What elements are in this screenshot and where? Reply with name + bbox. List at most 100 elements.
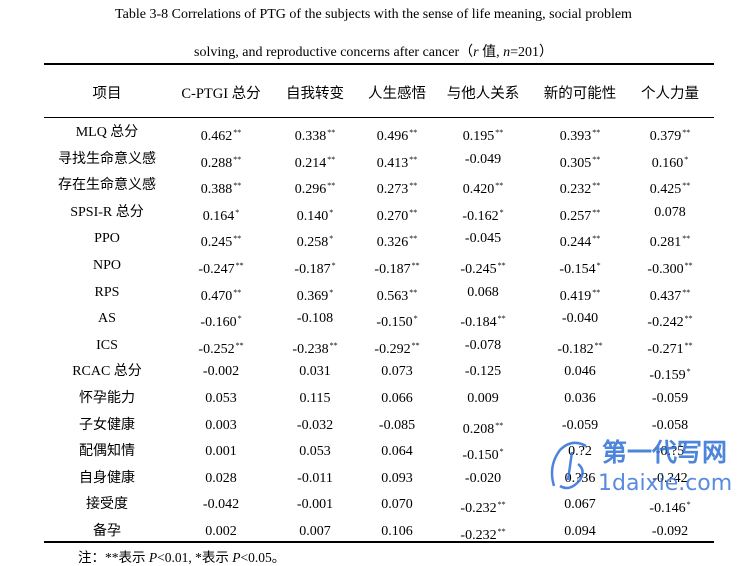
row-label: MLQ 总分 xyxy=(75,125,139,140)
table-cell: -0.032 xyxy=(297,413,333,439)
cell-value: -0.125 xyxy=(464,364,502,380)
table-cell: 0.195** xyxy=(463,120,504,150)
table-cell: 0.257** xyxy=(560,200,601,230)
significance-mark: ** xyxy=(411,261,420,270)
table-cell: 0.140* xyxy=(297,200,334,230)
cell-value: -0.232 xyxy=(460,528,497,543)
row-label: 自身健康 xyxy=(79,470,135,486)
table-cell: -0.150* xyxy=(462,439,503,469)
cell-value: 0.094 xyxy=(564,524,596,539)
cell-value: -0.159 xyxy=(649,368,686,384)
table-cell: 0.066 xyxy=(381,386,413,412)
significance-mark: ** xyxy=(592,181,601,191)
table-cell: 0.388** xyxy=(201,173,242,203)
table-cell: 0.413** xyxy=(377,147,418,177)
cell-value: 0.273 xyxy=(376,182,409,198)
column-header: 项目 xyxy=(92,86,122,102)
table-cell: 0.106 xyxy=(381,519,413,545)
significance-mark: * xyxy=(499,447,504,457)
cell-value: 0.160 xyxy=(651,155,684,171)
significance-mark: ** xyxy=(233,234,242,244)
significance-mark: ** xyxy=(682,181,691,191)
cell-value: 0.214 xyxy=(294,155,327,171)
table-cell: -0.162* xyxy=(462,200,503,230)
table-cell: -0.232** xyxy=(460,492,505,522)
table-cell: 0.470** xyxy=(201,280,242,310)
significance-mark: ** xyxy=(592,128,601,137)
significance-mark: ** xyxy=(682,287,691,297)
table-cell: 0.296** xyxy=(295,173,336,203)
significance-mark: * xyxy=(237,314,242,324)
table-row: 备孕 0.002 0.007 0.106 -0.232** 0.094 -0.092 xyxy=(0,519,747,545)
cell-value: -0.020 xyxy=(464,470,502,486)
table-cell: -0.011 xyxy=(297,466,333,492)
table-cell: -0.085 xyxy=(379,413,415,439)
significance-mark: ** xyxy=(682,234,691,244)
cell-value: -0.045 xyxy=(464,231,502,247)
cell-value: -0.085 xyxy=(378,417,416,433)
cell-value: 0.053 xyxy=(205,391,237,406)
cell-value: -0.078 xyxy=(464,337,502,353)
cell-value: 0.379 xyxy=(649,129,682,144)
table-row: 自身健康 0.028 -0.011 0.093 -0.020 0.?36 -0.?42 xyxy=(0,466,747,492)
cell-value: 0.369 xyxy=(296,288,329,304)
cell-value: -0.092 xyxy=(651,524,689,539)
cell-value: -0.247 xyxy=(198,262,235,277)
table-cell: 0.232** xyxy=(560,173,601,203)
row-label: 存在生命意义感 xyxy=(58,178,156,194)
significance-mark: ** xyxy=(233,287,242,297)
table-cell: 0.419** xyxy=(560,280,601,310)
table-cell: 0.305** xyxy=(560,147,601,177)
table-cell: 0.094 xyxy=(564,519,596,545)
cell-value: 0.245 xyxy=(200,235,233,251)
table-cell: -0.125 xyxy=(465,359,501,385)
cell-value: -0.146 xyxy=(649,501,686,517)
table-cell: 0.070 xyxy=(381,492,413,518)
table-cell: 0.001 xyxy=(205,439,237,465)
significance-mark: ** xyxy=(327,181,336,191)
significance-mark: ** xyxy=(233,181,242,191)
significance-mark: ** xyxy=(409,207,418,217)
row-label: NPO xyxy=(92,258,122,273)
cell-value: 0.462 xyxy=(200,129,233,144)
cell-value: 0.070 xyxy=(381,497,413,513)
table-cell: -0.292** xyxy=(374,333,419,363)
significance-mark: ** xyxy=(684,340,693,350)
table-row: AS -0.160* -0.108 -0.150* -0.184** -0.040 -0.2… xyxy=(0,306,747,332)
cell-value: 0.195 xyxy=(462,129,495,144)
table-cell: 0.462** xyxy=(201,120,242,150)
significance-mark: ** xyxy=(684,261,693,270)
cell-value: 0.036 xyxy=(564,391,596,406)
table-cell: 0.078 xyxy=(654,200,686,226)
table-cell: -0.108 xyxy=(297,306,333,332)
table-cell: -0.154* xyxy=(559,253,600,283)
table-cell: -0.045 xyxy=(465,226,501,252)
cell-value: 0.093 xyxy=(381,470,413,486)
significance-mark: ** xyxy=(327,154,336,164)
table-cell: 0.496** xyxy=(377,120,418,150)
cell-value: -0.002 xyxy=(202,364,240,380)
significance-mark: * xyxy=(686,367,691,377)
table-cell: 0.326** xyxy=(377,226,418,256)
cell-value: 0.031 xyxy=(299,364,331,380)
significance-mark: ** xyxy=(497,500,506,510)
table-top-rule xyxy=(44,63,714,65)
significance-mark: * xyxy=(413,314,418,324)
table-cell: 0.281** xyxy=(650,226,691,256)
table-cell: -0.247** xyxy=(198,253,243,283)
table-cell: -0.146* xyxy=(649,492,690,522)
table-cell: 0.563** xyxy=(377,280,418,310)
cell-value: 0.?2 xyxy=(568,444,592,460)
table-row: 子女健康 0.003 -0.032 -0.085 0.208** -0.059 -0.058 xyxy=(0,413,747,439)
cell-value: 0.496 xyxy=(376,129,409,144)
table-cell: 0.245** xyxy=(201,226,242,256)
cell-value: 0.425 xyxy=(649,182,682,198)
cell-value: -0.162 xyxy=(462,208,499,224)
table-cell: 0.073 xyxy=(381,359,413,385)
cell-value: 0.003 xyxy=(205,417,237,433)
cell-value: -0.150 xyxy=(376,315,413,331)
table-cell: -0.187** xyxy=(374,253,419,283)
significance-mark: ** xyxy=(497,527,506,536)
table-cell: -0.160* xyxy=(200,306,241,336)
significance-mark: ** xyxy=(411,340,420,350)
